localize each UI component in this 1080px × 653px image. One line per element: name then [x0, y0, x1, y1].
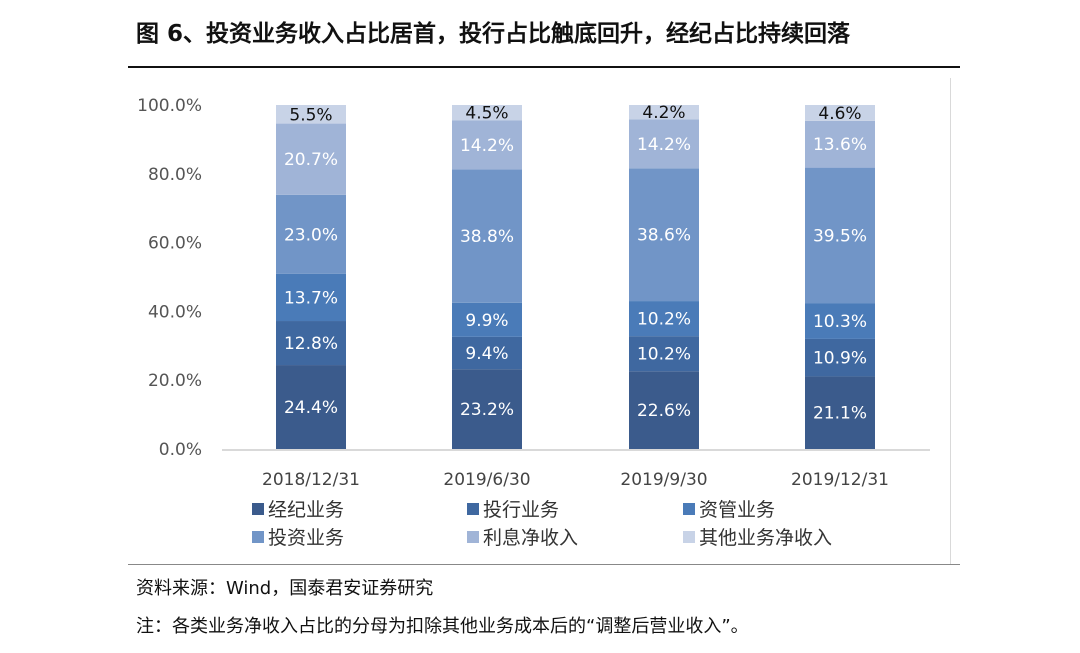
legend-swatch — [467, 530, 479, 543]
y-tick-label: 20.0% — [148, 371, 202, 391]
data-label: 24.4% — [284, 398, 338, 418]
data-label: 9.9% — [465, 311, 508, 331]
bar-segment — [629, 371, 699, 449]
data-label: 21.1% — [813, 404, 867, 424]
bar-segment — [276, 194, 346, 274]
legend-label: 投行业务 — [483, 499, 560, 521]
data-label: 4.2% — [642, 103, 685, 123]
y-tick-label: 100.0% — [137, 96, 202, 116]
bar-segment — [452, 120, 522, 170]
legend-swatch — [467, 502, 479, 515]
bar-segment — [276, 123, 346, 195]
data-label: 4.5% — [465, 104, 508, 124]
bar-segment — [805, 303, 875, 339]
bar-segment — [805, 167, 875, 304]
legend-label: 资管业务 — [699, 499, 776, 521]
data-label: 23.0% — [284, 225, 338, 245]
data-label: 20.7% — [284, 150, 338, 170]
note-text: 注：各类业务净收入占比的分母为扣除其他业务成本后的“调整后营业收入”。 — [136, 616, 749, 637]
bar-segment — [452, 369, 522, 449]
bar-segment — [805, 105, 875, 121]
bar-segment — [276, 105, 346, 124]
data-label: 38.6% — [637, 226, 691, 246]
data-label: 5.5% — [289, 105, 332, 125]
data-label: 10.2% — [637, 310, 691, 330]
data-label: 14.2% — [460, 136, 514, 156]
y-tick-label: 80.0% — [148, 165, 202, 185]
data-label: 23.2% — [460, 400, 514, 420]
bar-segment — [805, 376, 875, 449]
bar-segment — [276, 321, 346, 366]
source-text: 资料来源：Wind，国泰君安证券研究 — [136, 578, 434, 599]
figure-title: 图 6、投资业务收入占比居首，投行占比触底回升，经纪占比持续回落 — [136, 21, 851, 47]
bar-segment — [452, 105, 522, 121]
bar-segment — [452, 336, 522, 370]
legend-label: 经纪业务 — [268, 499, 345, 521]
data-label: 12.8% — [284, 334, 338, 354]
bar-segment — [629, 119, 699, 169]
bar-segment — [805, 120, 875, 168]
legend-swatch — [252, 530, 264, 543]
data-label: 4.6% — [818, 104, 861, 124]
data-label: 13.6% — [813, 135, 867, 155]
bar-segment — [452, 302, 522, 337]
bar-segment — [629, 336, 699, 372]
y-tick-label: 0.0% — [159, 440, 202, 460]
title-rule — [128, 66, 960, 68]
bar-segment — [629, 168, 699, 302]
data-label: 13.7% — [284, 288, 338, 308]
legend-item: 资管业务 — [683, 495, 775, 522]
x-tick-label: 2018/12/31 — [262, 470, 360, 490]
data-label: 10.9% — [813, 349, 867, 369]
data-label: 10.2% — [637, 345, 691, 365]
legend-item: 投行业务 — [467, 495, 559, 522]
bar-segment — [805, 338, 875, 377]
legend-label: 其他业务净收入 — [699, 527, 833, 549]
data-label: 39.5% — [813, 227, 867, 247]
bar-segment — [629, 301, 699, 337]
y-tick-label: 40.0% — [148, 302, 202, 322]
legend-label: 利息净收入 — [483, 527, 579, 549]
data-label: 38.8% — [460, 227, 514, 247]
x-tick-label: 2019/9/30 — [620, 470, 707, 490]
legend-swatch — [252, 502, 264, 515]
data-label: 10.3% — [813, 312, 867, 332]
legend-item: 经纪业务 — [252, 495, 344, 522]
legend-item: 其他业务净收入 — [683, 523, 832, 550]
legend-item: 利息净收入 — [467, 523, 578, 550]
data-label: 9.4% — [465, 344, 508, 364]
y-tick-label: 60.0% — [148, 234, 202, 254]
bar-segment — [452, 169, 522, 303]
legend-item: 投资业务 — [252, 523, 344, 550]
bar-segment — [276, 365, 346, 449]
data-label: 22.6% — [637, 401, 691, 421]
bottom-rule — [128, 564, 960, 565]
x-tick-label: 2019/12/31 — [791, 470, 889, 490]
bar-segment — [629, 105, 699, 120]
legend-swatch — [683, 530, 695, 543]
legend-label: 投资业务 — [268, 527, 345, 549]
bar-segment — [276, 273, 346, 322]
x-tick-label: 2019/6/30 — [443, 470, 530, 490]
data-label: 14.2% — [637, 135, 691, 155]
legend-swatch — [683, 502, 695, 515]
